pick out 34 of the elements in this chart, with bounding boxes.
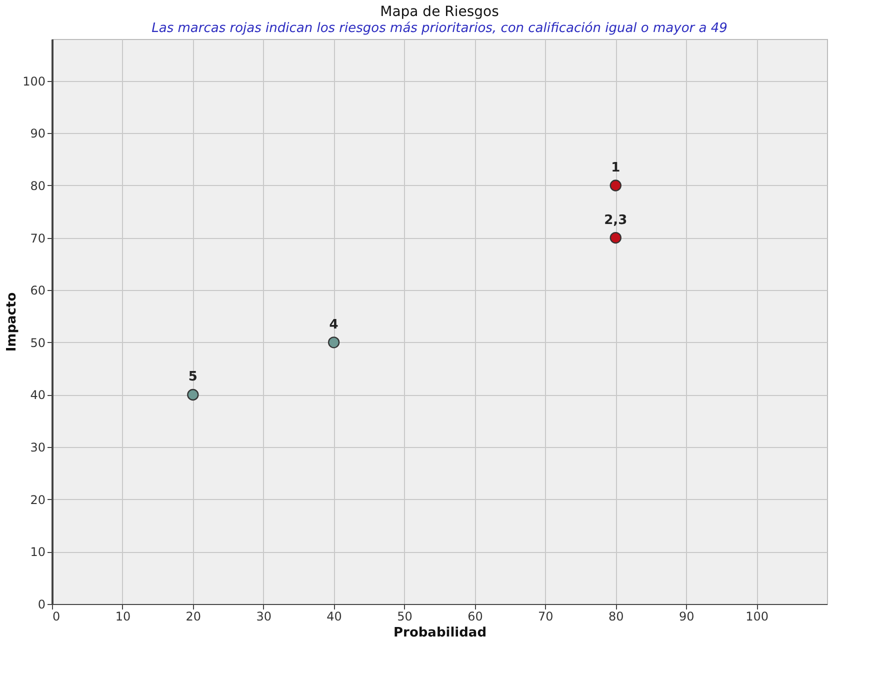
chart-title: Mapa de Riesgos — [380, 4, 499, 20]
x-axis-title: Probabilidad — [393, 626, 487, 640]
point — [328, 336, 340, 348]
x-tick-label: 80 — [608, 610, 624, 624]
y-tick-label: 30 — [30, 440, 46, 455]
y-tick-label: 40 — [30, 388, 46, 402]
y-tick-label: 50 — [30, 336, 46, 350]
y-axis-title: Impacto — [4, 292, 20, 352]
x-tick-label: 10 — [115, 610, 131, 624]
x-tick-label: 50 — [397, 610, 412, 624]
x-tick-label: 30 — [256, 610, 272, 624]
chart-subtitle: Las marcas rojas indican los riesgos más prioritarios, con calificación igual o mayor a 49 — [152, 21, 728, 36]
annotation: 5 — [188, 370, 198, 385]
x-tick-label: 20 — [186, 610, 202, 624]
x-tick-label: 100 — [746, 610, 768, 624]
y-tick-label: 80 — [30, 178, 46, 193]
y-tick-label: 100 — [22, 74, 46, 88]
x-tick-label: 0 — [52, 610, 60, 624]
annotation: 1 — [611, 160, 620, 176]
x-tick-label: 60 — [468, 610, 483, 624]
y-tick-label: 90 — [30, 126, 46, 141]
x-tick-label: 90 — [678, 610, 694, 624]
x-tick-label: 40 — [326, 610, 342, 624]
y-tick-label: 0 — [38, 598, 46, 612]
y-tick-label: 60 — [30, 284, 46, 298]
x-tick-label: 70 — [538, 610, 554, 624]
point — [610, 232, 622, 244]
annotation: 2,3 — [604, 212, 628, 228]
y-tick-label: 70 — [30, 231, 46, 246]
point — [610, 180, 622, 192]
y-tick-label: 20 — [30, 492, 46, 507]
point — [187, 388, 199, 401]
annotation: 4 — [329, 317, 338, 332]
y-tick-label: 10 — [30, 545, 46, 560]
